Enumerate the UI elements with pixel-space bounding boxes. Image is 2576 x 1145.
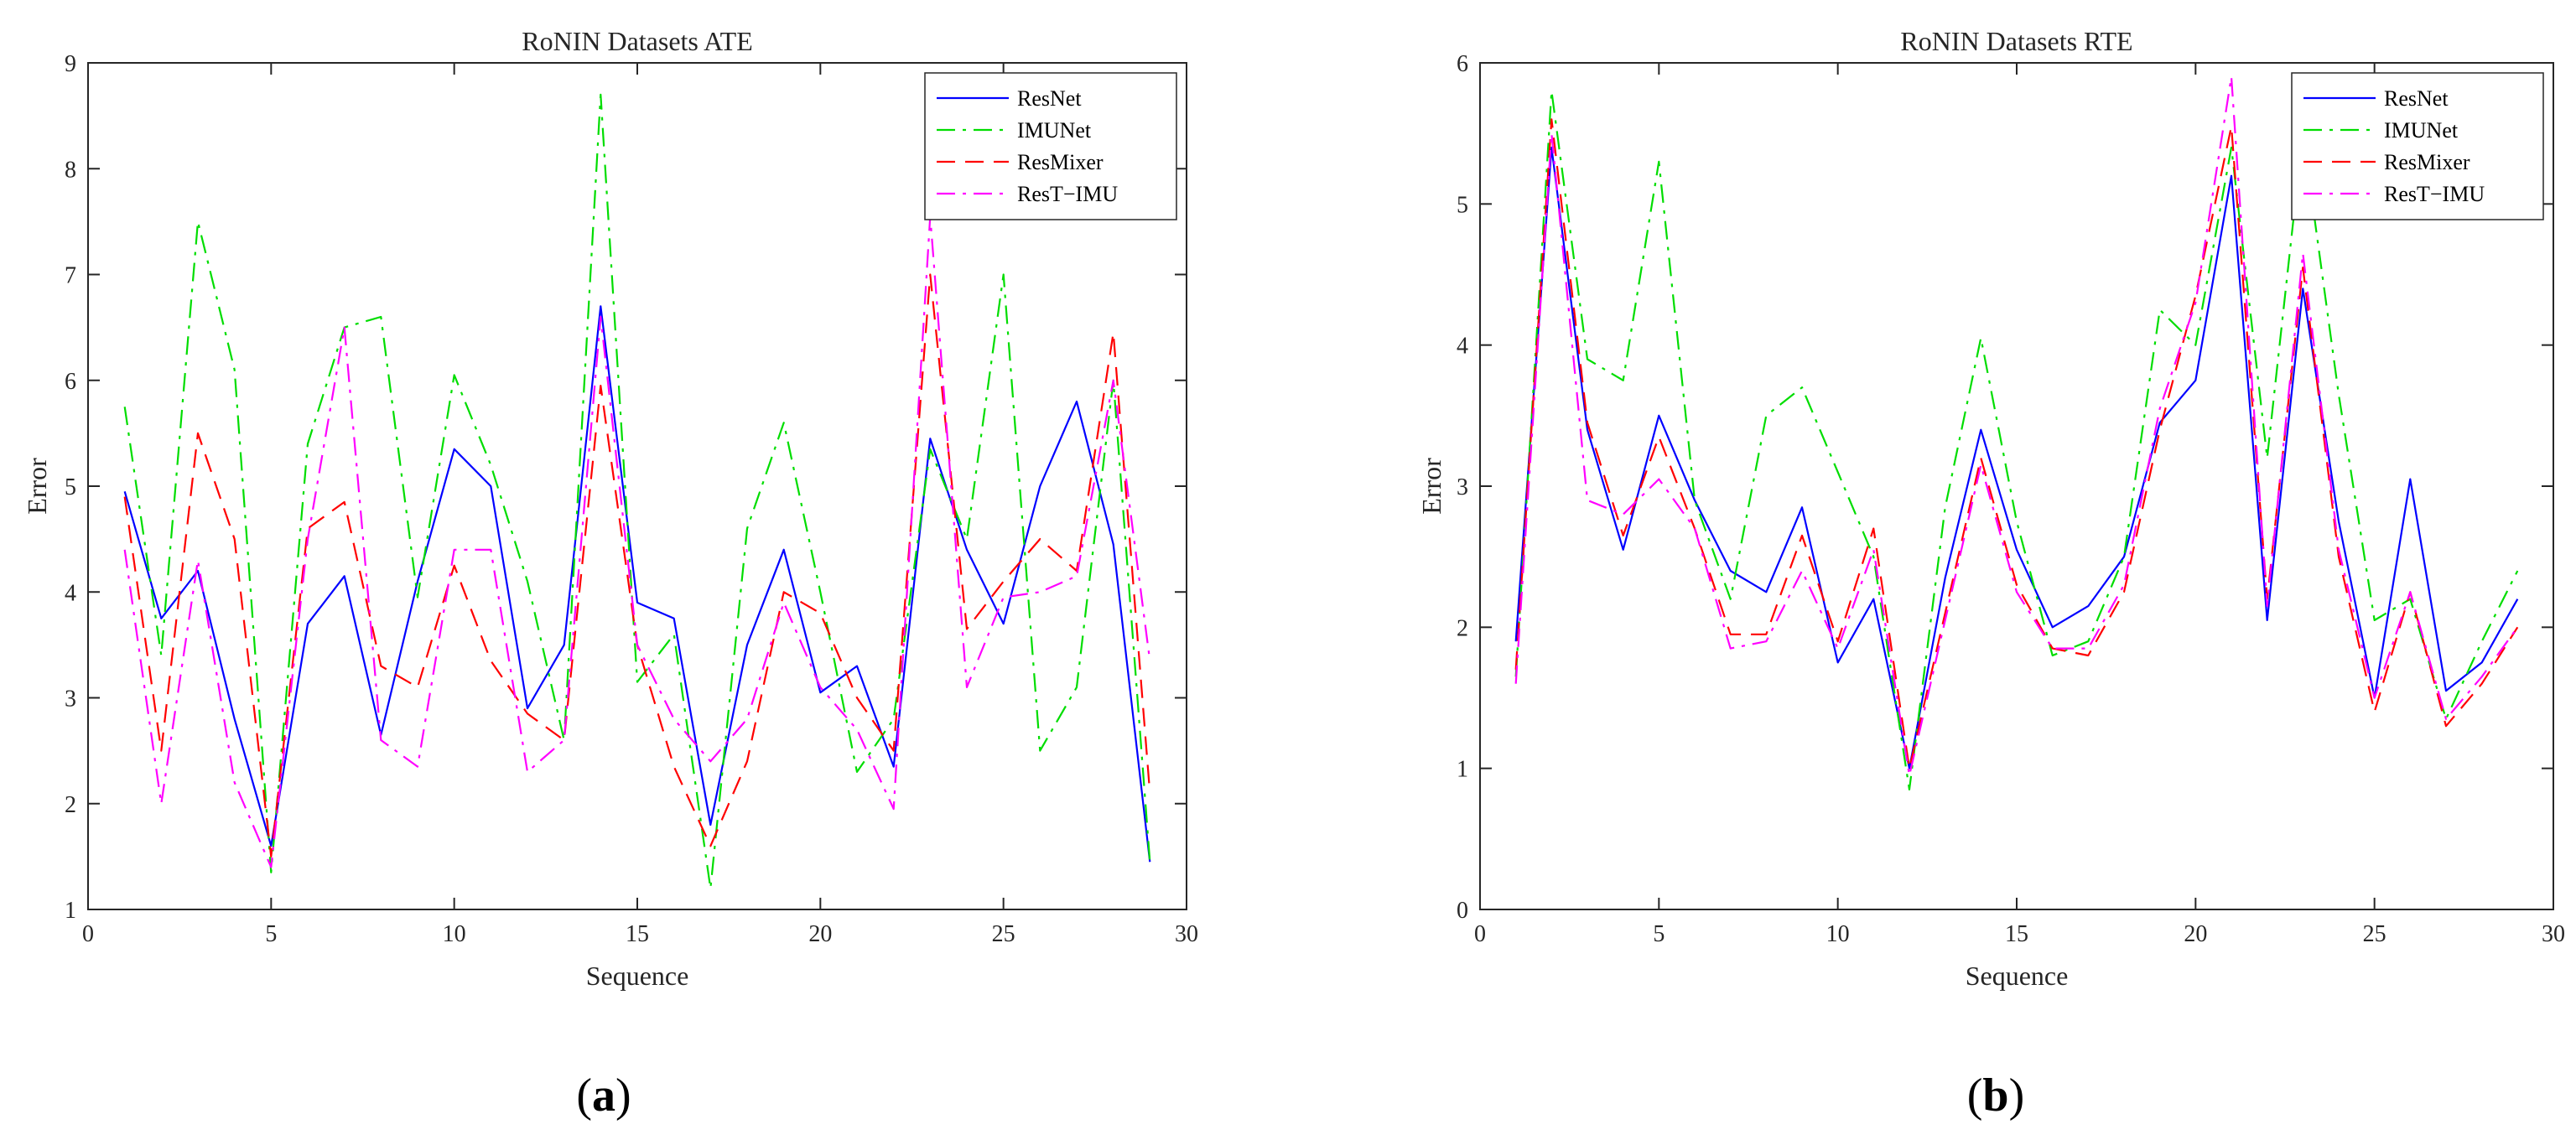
- y-tick-label: 1: [65, 898, 76, 924]
- y-tick-label: 5: [65, 474, 76, 500]
- chart-title: RoNIN Datasets RTE: [1900, 26, 2132, 56]
- legend-entry-resmixer: ResMixer: [1017, 150, 1104, 174]
- x-tick-label: 5: [265, 921, 277, 947]
- legend-entry-imunet: IMUNet: [1017, 118, 1092, 142]
- legend-entry-rest-imu: ResT−IMU: [1017, 182, 1118, 206]
- x-tick-label: 25: [2363, 921, 2386, 947]
- legend-entry-resmixer: ResMixer: [2384, 150, 2470, 174]
- x-tick-label: 0: [82, 921, 94, 947]
- x-axis-label: Sequence: [1966, 961, 2069, 991]
- y-tick-label: 4: [65, 580, 76, 606]
- y-tick-label: 3: [1457, 474, 1468, 500]
- x-tick-label: 30: [1175, 921, 1198, 947]
- y-tick-label: 0: [1457, 898, 1468, 924]
- y-tick-label: 8: [65, 157, 76, 183]
- y-tick-label: 5: [1457, 192, 1468, 218]
- legend-entry-imunet: IMUNet: [2384, 118, 2459, 142]
- series-line-resnet: [123, 305, 1151, 863]
- x-tick-label: 25: [992, 921, 1015, 947]
- y-tick-label: 1: [1457, 757, 1468, 783]
- x-tick-label: 20: [808, 921, 832, 947]
- legend-entry-rest-imu: ResT−IMU: [2384, 182, 2485, 206]
- series-line-rest-imu: [123, 215, 1151, 868]
- legend: ResNet IMUNet ResMixer ResT−IMU: [2291, 72, 2544, 220]
- legend-entry-resnet: ResNet: [1017, 86, 1082, 111]
- chart-rte: 0 5 10 15 20 25 30 0 1 2 3 4 5 6 RoNIN Datasets RTE Seq…: [1416, 26, 2565, 991]
- series-line-resnet: [1514, 146, 2519, 769]
- chart-title: RoNIN Datasets ATE: [522, 26, 753, 56]
- x-tick-label: 30: [2542, 921, 2565, 947]
- legend-entry-resnet: ResNet: [2384, 86, 2449, 111]
- x-tick-label: 10: [443, 921, 466, 947]
- legend: ResNet IMUNet ResMixer ResT−IMU: [924, 72, 1177, 220]
- x-tick-label: 5: [1653, 921, 1665, 947]
- series-line-resmixer: [1514, 118, 2519, 769]
- y-tick-label: 7: [65, 263, 76, 289]
- y-axis-label: Error: [22, 458, 52, 515]
- series-line-rest-imu: [1514, 75, 2519, 777]
- series-line-imunet: [123, 93, 1151, 889]
- x-axis-label: Sequence: [586, 961, 689, 991]
- x-tick-label: 0: [1474, 921, 1486, 947]
- x-tick-label: 10: [1826, 921, 1850, 947]
- y-axis-label: Error: [1416, 458, 1446, 515]
- y-tick-label: 6: [1457, 51, 1468, 77]
- panel-label-b: (b): [1967, 1070, 2024, 1122]
- y-tick-label: 2: [1457, 615, 1468, 641]
- x-tick-label: 20: [2184, 921, 2207, 947]
- y-tick-label: 9: [65, 51, 76, 77]
- x-tick-label: 15: [2005, 921, 2028, 947]
- x-tick-label: 15: [626, 921, 649, 947]
- y-tick-label: 6: [65, 369, 76, 395]
- y-tick-label: 3: [65, 686, 76, 712]
- y-tick-label: 4: [1457, 334, 1468, 360]
- panel-label-a: (a): [576, 1070, 631, 1122]
- chart-ate: 0 5 10 15 20 25 30 1 2 3 4 5 6 7 8 9 RoNIN Datasets ATE S…: [22, 26, 1198, 991]
- y-tick-label: 2: [65, 792, 76, 818]
